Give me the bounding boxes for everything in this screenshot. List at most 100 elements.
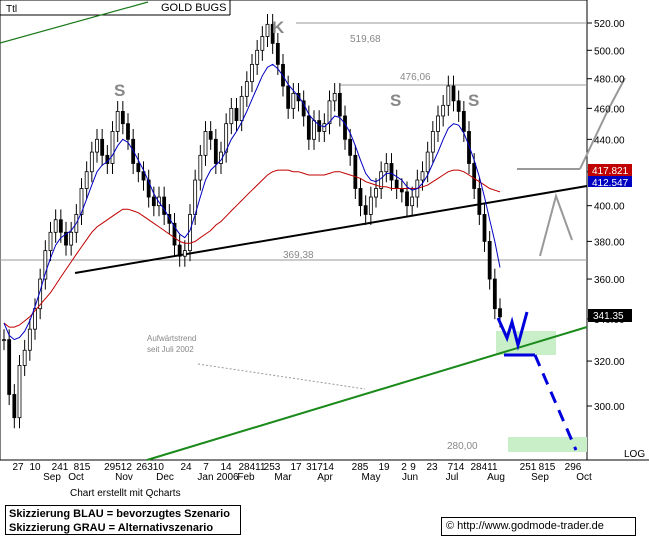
log-scale-label: LOG [624, 449, 645, 460]
price-candle [177, 244, 182, 257]
price-candle [12, 394, 17, 419]
price-candle [48, 231, 53, 252]
price-candle [198, 154, 203, 181]
preferred-scenario-dashed [533, 354, 578, 451]
price-candle [312, 120, 316, 140]
price-candle [322, 123, 327, 132]
price-candle [203, 131, 208, 156]
target-zone-lower [508, 437, 587, 452]
price-candle [239, 95, 244, 121]
price-candle [234, 107, 239, 121]
y-tick-label: 300.00 [594, 402, 625, 413]
x-day-tick-label: 241 [52, 462, 69, 473]
price-candle [348, 138, 353, 156]
y-tick-label: 520.00 [594, 19, 625, 30]
price-candle [43, 250, 48, 280]
price-candle [275, 42, 280, 65]
x-month-tick-label: Feb [237, 472, 255, 483]
price-candle [379, 171, 384, 189]
x-day-tick-label: 714 [448, 462, 465, 473]
x-month-tick-label: Jun [402, 472, 418, 483]
price-candle [58, 219, 63, 233]
price-candle [79, 188, 84, 215]
neckline-black [74, 185, 588, 274]
level-label-280: 280,00 [447, 441, 478, 452]
x-month-tick-label: Jul [446, 472, 459, 483]
preferred-scenario-w [496, 311, 529, 351]
price-candle [337, 92, 342, 117]
x-day-tick-label: 285 [352, 462, 369, 473]
price-candle [110, 131, 115, 164]
x-day-tick-label: 29512 [104, 462, 132, 473]
x-month-tick-label: Nov [115, 472, 133, 483]
price-candle [368, 196, 373, 215]
price-candle [229, 107, 234, 125]
price-candle [146, 179, 151, 198]
x-month-tick-label: Dec [156, 472, 174, 483]
x-month-tick-label: Sep [531, 472, 549, 483]
y-tick-label: 460.00 [594, 104, 625, 115]
price-candle [384, 163, 389, 173]
price-candle [115, 111, 120, 132]
price-candle [244, 81, 249, 97]
legend-gray: Skizzierung GRAU = Alternativszenario [9, 522, 214, 534]
last-price-badge [588, 309, 632, 322]
x-day-tick-label: 17 [290, 462, 302, 473]
price-candle [89, 151, 94, 173]
last-price-label: 341.35 [593, 311, 624, 322]
price-candle [477, 188, 482, 215]
pattern-label-s-left: S [114, 81, 125, 100]
uptrend-line-green [146, 326, 588, 461]
x-day-tick-label: 31714 [306, 462, 334, 473]
x-month-tick-label: Jan 2006 [197, 472, 239, 483]
x-month-tick-label: Sep [43, 472, 61, 483]
price-candle [172, 222, 177, 246]
price-candle [343, 115, 347, 140]
level-label-519: 519,68 [350, 34, 381, 45]
price-candle [120, 111, 125, 125]
scenario-legend: Skizzierung BLAU = bevorzugtes Szenario … [5, 505, 241, 535]
price-candle [425, 151, 430, 173]
price-candle [33, 308, 37, 330]
price-candle [487, 241, 492, 280]
price-candle [141, 171, 146, 181]
x-day-tick-label: 28411 [470, 462, 498, 473]
ticker-label: Ttl [6, 4, 17, 15]
alternative-scenario-gray [539, 192, 573, 257]
price-candle [498, 308, 502, 318]
price-candle [100, 138, 105, 156]
price-candle [151, 196, 156, 207]
price-candle [255, 49, 260, 65]
price-candle [64, 231, 68, 246]
x-month-tick-label: Oct [68, 472, 84, 483]
price-candle [430, 131, 435, 153]
price-candle [213, 138, 218, 164]
price-candle [327, 100, 332, 125]
price-candle [208, 131, 213, 140]
price-candle [461, 111, 466, 132]
price-candle [301, 100, 306, 117]
y-tick-label: 380.00 [594, 237, 625, 248]
source-url[interactable]: © http://www.godmode-trader.de [441, 517, 636, 536]
price-candle [410, 196, 415, 207]
price-candle [446, 85, 451, 106]
x-day-tick-label: 14 [220, 462, 232, 473]
x-month-tick-label: May [362, 472, 381, 483]
price-candle [162, 196, 167, 215]
price-candle [69, 231, 74, 246]
price-candle [405, 191, 409, 207]
x-month-tick-label: Mar [274, 472, 292, 483]
x-day-tick-label: 296 [565, 462, 582, 473]
y-tick-label: 500.00 [594, 46, 625, 57]
price-candle [260, 36, 265, 51]
x-day-tick-label: 23 [426, 462, 438, 473]
price-candle [265, 23, 270, 37]
pattern-label-k: K [272, 18, 285, 37]
x-day-tick-label: 24 [180, 462, 192, 473]
x-day-tick-label: 19 [378, 462, 390, 473]
price-candle [250, 63, 254, 83]
price-candle [399, 188, 404, 193]
x-day-tick-label: 7 [203, 462, 209, 473]
